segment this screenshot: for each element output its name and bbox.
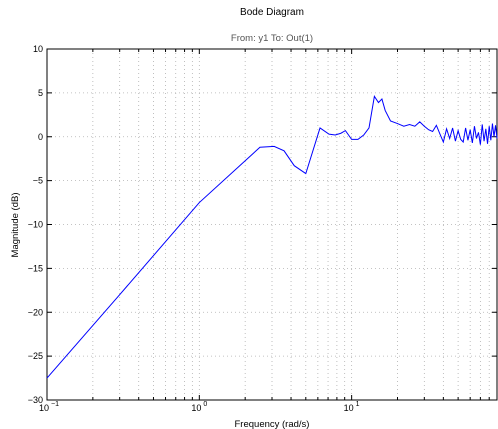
y-tick-label: 10 bbox=[33, 44, 43, 54]
axis-ticks bbox=[47, 48, 497, 401]
x-tick-label: 10 0 bbox=[191, 401, 207, 413]
chart-subtitle: From: y1 To: Out(1) bbox=[231, 33, 313, 44]
y-tick-label: −25 bbox=[28, 351, 43, 361]
x-tick-label: 10 −1 bbox=[39, 401, 59, 413]
x-tick-label: 10 1 bbox=[344, 401, 360, 413]
x-axis-label: Frequency (rad/s) bbox=[235, 419, 310, 429]
y-tick-label: −5 bbox=[33, 176, 43, 186]
grid bbox=[47, 49, 497, 400]
x-tick-exponent: 1 bbox=[356, 401, 360, 408]
y-tick-label: −30 bbox=[28, 395, 43, 405]
y-tick-label: 5 bbox=[38, 88, 43, 98]
x-tick-base: 10 bbox=[191, 403, 201, 413]
y-axis-label: Magnitude (dB) bbox=[10, 193, 21, 258]
x-tick-base: 10 bbox=[39, 403, 49, 413]
x-tick-exponent: −1 bbox=[51, 401, 59, 408]
y-tick-label: −15 bbox=[28, 263, 43, 273]
x-tick-labels: 10 −1 10 0 10 1 bbox=[39, 401, 360, 413]
x-tick-base: 10 bbox=[344, 403, 354, 413]
y-tick-label: −20 bbox=[28, 307, 43, 317]
magnitude-curve bbox=[46, 95, 498, 379]
x-tick-exponent: 0 bbox=[203, 401, 207, 408]
y-tick-label: 0 bbox=[38, 132, 43, 142]
y-tick-label: −10 bbox=[28, 220, 43, 230]
y-tick-labels: 10 5 0 −5 −10 −15 −20 −25 −30 bbox=[28, 44, 43, 405]
chart-title: Bode Diagram bbox=[240, 7, 304, 18]
